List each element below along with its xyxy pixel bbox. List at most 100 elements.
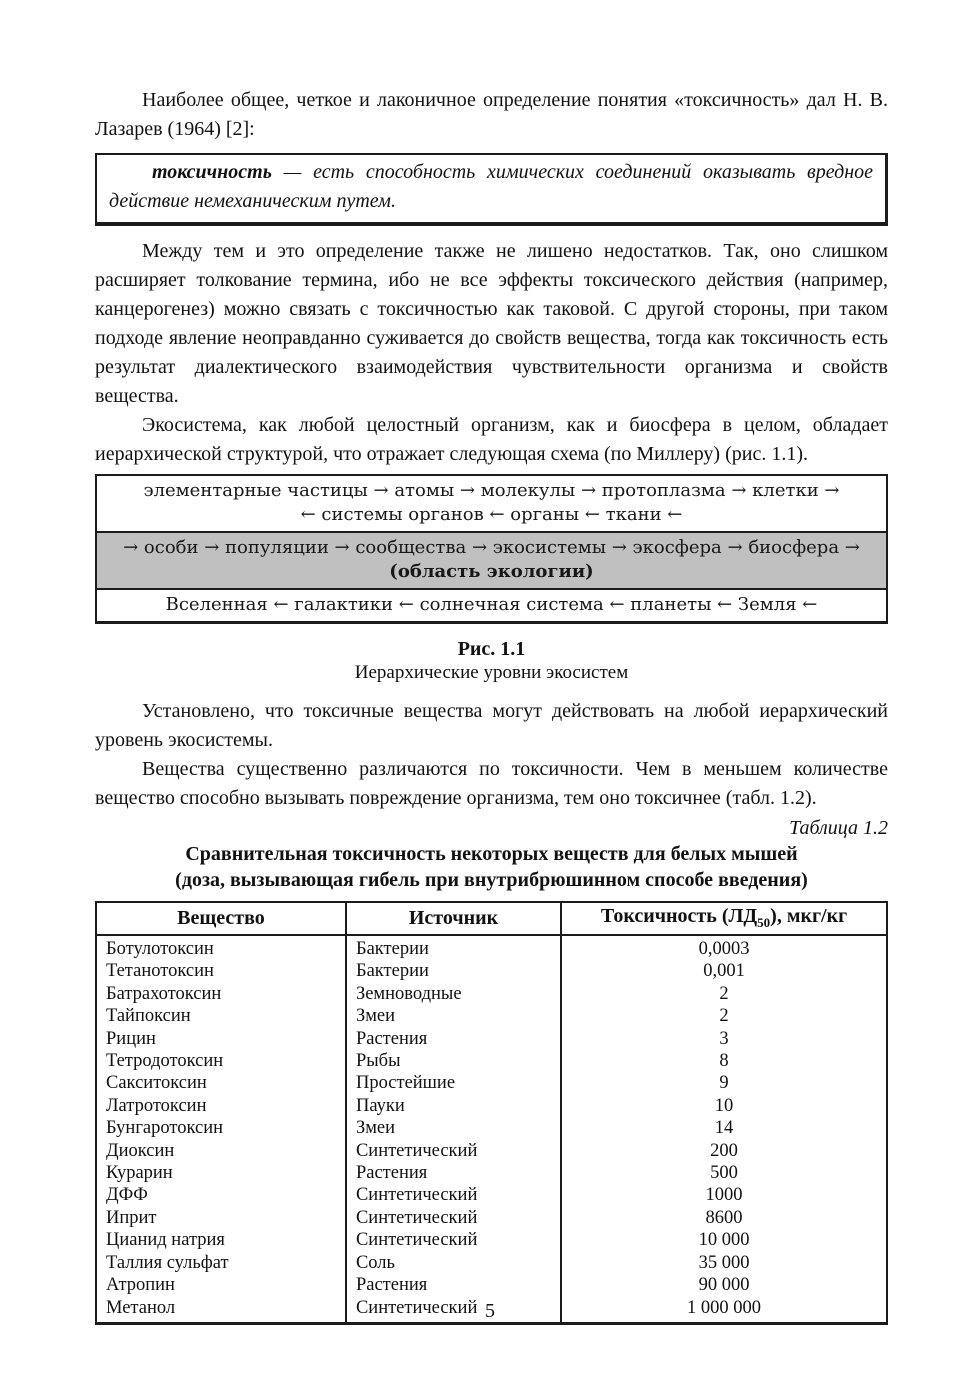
table-row: Ботулотоксин Бактерии 0,0003 bbox=[96, 935, 887, 961]
cell-substance: Таллия сульфат bbox=[106, 1252, 229, 1273]
cell-substance: Атропин bbox=[106, 1275, 175, 1296]
table-row: Иприт Синтетический 8600 bbox=[96, 1206, 887, 1230]
cell-toxicity: 8 bbox=[560, 1050, 887, 1073]
cell-source: Растения bbox=[344, 1274, 562, 1297]
cell-toxicity: 200 bbox=[560, 1139, 887, 1163]
cell-substance: Тетанотоксин bbox=[106, 961, 214, 982]
table-row: Диоксин Синтетический 200 bbox=[96, 1139, 887, 1163]
table-label: Таблица 1.2 bbox=[789, 817, 888, 839]
cell-toxicity: 1000 bbox=[560, 1184, 887, 1207]
table-row: ДФФ Синтетический 1000 bbox=[96, 1184, 887, 1207]
cell-toxicity: 90 000 bbox=[560, 1274, 887, 1297]
diagram-line: Вселенная ← галактики ← солнечная систем… bbox=[165, 594, 818, 615]
header-toxicity: Токсичность (ЛД50), мкг/кг bbox=[560, 901, 888, 936]
cell-substance: Бунгаротоксин bbox=[106, 1118, 223, 1139]
cell-toxicity: 9 bbox=[560, 1072, 887, 1095]
toxicity-table-body: Ботулотоксин Бактерии 0,0003 Тетанотоксин Ба… bbox=[96, 935, 887, 1324]
cell-source: Растения bbox=[344, 1027, 562, 1051]
diagram-level-ecology: → особи → популяции → сообщества → экоси… bbox=[97, 531, 886, 590]
cell-toxicity: 2 bbox=[560, 1005, 887, 1028]
cell-source: Синтетический bbox=[344, 1139, 562, 1163]
cell-source: Синтетический bbox=[344, 1296, 562, 1324]
table-row: Тетродотоксин Рыбы 8 bbox=[96, 1050, 887, 1073]
cell-source: Простейшие bbox=[344, 1072, 562, 1095]
cell-source: Бактерии bbox=[344, 960, 562, 983]
header-toxicity-subscript: 50 bbox=[757, 915, 771, 930]
cell-toxicity: 500 bbox=[560, 1162, 887, 1185]
table-row: Курарин Растения 500 bbox=[96, 1162, 887, 1185]
definition-text: — есть способность химических соединений… bbox=[109, 161, 874, 212]
diagram-level-cosmos: Вселенная ← галактики ← солнечная систем… bbox=[97, 590, 886, 621]
page-content: Наиболее общее, четкое и лаконичное опре… bbox=[95, 86, 888, 1325]
header-substance: Вещество bbox=[95, 901, 347, 936]
cell-substance: Тайпоксин bbox=[106, 1006, 191, 1027]
cell-substance: Рицин bbox=[106, 1028, 156, 1049]
cell-toxicity: 1 000 000 bbox=[560, 1296, 887, 1324]
table-row: Метанол Синтетический 1 000 000 bbox=[96, 1296, 887, 1324]
cell-substance: Латротоксин bbox=[106, 1095, 207, 1116]
table-row: Батрахотоксин Земноводные 2 bbox=[96, 982, 887, 1006]
toxicity-table: Вещество Источник Токсичность (ЛД50), мк… bbox=[95, 901, 888, 1325]
cell-toxicity: 10 000 bbox=[560, 1229, 887, 1252]
table-row: Рицин Растения 3 bbox=[96, 1027, 887, 1051]
header-toxicity-suffix: ), мкг/кг bbox=[770, 905, 848, 927]
table-row: Цианид натрия Синтетический 10 000 bbox=[96, 1229, 887, 1252]
table-title-line2: (доза, вызывающая гибель при внутрибрюши… bbox=[175, 869, 808, 891]
diagram-ecology-label: (область экологии) bbox=[389, 561, 594, 582]
cell-source: Синтетический bbox=[344, 1206, 562, 1230]
cell-substance: Диоксин bbox=[106, 1140, 175, 1161]
paragraph-levels: Установлено, что токсичные вещества могу… bbox=[95, 700, 888, 751]
cell-toxicity: 0,0003 bbox=[560, 935, 887, 961]
diagram-line: ← системы органов ← органы ← ткани ← bbox=[300, 504, 683, 525]
cell-substance: Иприт bbox=[106, 1207, 157, 1228]
cell-source: Змеи bbox=[344, 1005, 562, 1028]
paragraph-quantity: Вещества существенно различаются по токс… bbox=[95, 758, 888, 809]
table-row: Таллия сульфат Соль 35 000 bbox=[96, 1251, 887, 1275]
diagram-line: → особи → популяции → сообщества → экоси… bbox=[123, 537, 860, 558]
header-source: Источник bbox=[344, 901, 563, 936]
table-row: Атропин Растения 90 000 bbox=[96, 1274, 887, 1297]
page-number: 5 bbox=[485, 1300, 495, 1322]
cell-substance: ДФФ bbox=[106, 1185, 148, 1206]
cell-source: Земноводные bbox=[344, 982, 562, 1006]
cell-toxicity: 8600 bbox=[560, 1206, 887, 1230]
cell-toxicity: 3 bbox=[560, 1027, 887, 1051]
paragraph-intro: Наиболее общее, четкое и лаконичное опре… bbox=[95, 89, 888, 140]
table-row: Тайпоксин Змеи 2 bbox=[96, 1005, 887, 1028]
cell-substance: Тетродотоксин bbox=[106, 1051, 224, 1072]
table-row: Тетанотоксин Бактерии 0,001 bbox=[96, 960, 887, 983]
definition-term: токсичность bbox=[152, 161, 272, 183]
table-row: Бунгаротоксин Змеи 14 bbox=[96, 1117, 887, 1140]
cell-substance: Цианид натрия bbox=[106, 1230, 225, 1251]
cell-toxicity: 10 bbox=[560, 1094, 887, 1118]
cell-substance: Ботулотоксин bbox=[106, 939, 214, 959]
cell-toxicity: 2 bbox=[560, 982, 887, 1006]
table-title-line1: Сравнительная токсичность некоторых веще… bbox=[185, 843, 798, 865]
table-title: Сравнительная токсичность некоторых веще… bbox=[95, 841, 888, 893]
figure-subcaption: Иерархические уровни экосистем bbox=[354, 662, 629, 683]
figure-caption: Рис. 1.1 bbox=[457, 638, 526, 660]
table-row: Сакситоксин Простейшие 9 bbox=[96, 1072, 887, 1095]
cell-substance: Метанол bbox=[106, 1297, 176, 1318]
diagram-line: элементарные частицы → атомы → молекулы … bbox=[143, 480, 840, 501]
diagram-level-organism: элементарные частицы → атомы → молекулы … bbox=[97, 476, 886, 531]
cell-source: Змеи bbox=[344, 1117, 562, 1140]
cell-toxicity: 14 bbox=[560, 1117, 887, 1140]
table-header-row: Вещество Источник Токсичность (ЛД50), мк… bbox=[95, 901, 888, 936]
paragraph-ecosystem: Экосистема, как любой целостный организм… bbox=[95, 414, 888, 465]
cell-toxicity: 0,001 bbox=[560, 960, 887, 983]
cell-source: Растения bbox=[344, 1162, 562, 1185]
table-row: Латротоксин Пауки 10 bbox=[96, 1094, 887, 1118]
cell-source: Бактерии bbox=[344, 935, 562, 961]
cell-source: Пауки bbox=[344, 1094, 562, 1118]
cell-toxicity: 35 000 bbox=[560, 1251, 887, 1275]
definition-box: токсичность — есть способность химически… bbox=[95, 153, 888, 226]
cell-source: Синтетический bbox=[344, 1229, 562, 1252]
cell-source: Соль bbox=[344, 1251, 562, 1275]
header-toxicity-prefix: Токсичность (ЛД bbox=[600, 905, 758, 927]
cell-source: Рыбы bbox=[344, 1050, 562, 1073]
cell-substance: Батрахотоксин bbox=[106, 983, 222, 1004]
cell-source: Синтетический bbox=[344, 1184, 562, 1207]
paragraph-critique: Между тем и это определение также не лиш… bbox=[95, 240, 888, 407]
